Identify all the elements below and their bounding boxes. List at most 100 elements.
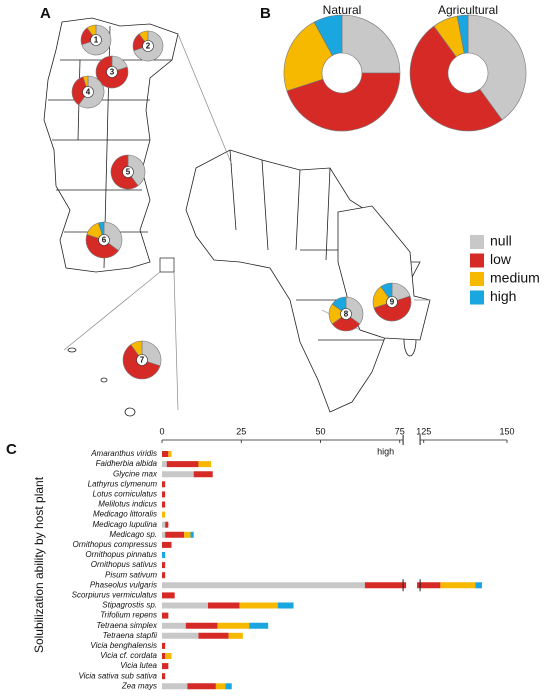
zoom-lines: [63, 33, 430, 411]
site-badge: [386, 296, 398, 308]
donut-title: Natural: [323, 3, 362, 17]
africa-borders: [229, 149, 384, 341]
annotation: high: [377, 446, 394, 456]
bar-segment: [440, 582, 476, 589]
bar-segment: [184, 531, 191, 538]
category-label: Vicia sativa sub sativa: [78, 671, 157, 680]
bar-segment: [215, 683, 226, 690]
category-label: Tetraena stapfii: [103, 631, 158, 640]
site-label: 7: [140, 356, 145, 365]
bar-segment: [162, 653, 166, 659]
pie-slice: [467, 14, 527, 121]
bar-segment: [239, 602, 278, 609]
bar-segment: [168, 451, 172, 457]
category-label: Ornithopus compressus: [73, 540, 157, 549]
category-label: Amaranthus viridis: [90, 449, 157, 458]
zoom-box: [159, 257, 175, 273]
category-label: Medicago littoralis: [93, 510, 157, 519]
pie-slice: [283, 21, 333, 92]
category-label: Trifolium repens: [100, 611, 157, 620]
bar-segment: [187, 683, 216, 690]
x-tick-label: 50: [315, 426, 325, 436]
category-label: Pisum sativum: [105, 570, 157, 579]
pie-slice: [409, 25, 503, 132]
bar-segment: [277, 602, 294, 609]
bar-segment: [162, 552, 166, 558]
bar-segment: [162, 491, 166, 498]
category-label: Vicia lutea: [120, 661, 157, 670]
bar-segment: [225, 683, 232, 690]
bar-segment: [162, 541, 172, 548]
bar-segment: [162, 572, 166, 579]
bar-segment: [162, 451, 169, 457]
category-label: Zea mays: [121, 681, 157, 690]
bar-segment: [165, 521, 169, 528]
legend-label: null: [490, 233, 512, 249]
bar-segment: [193, 471, 213, 478]
axis-break: [402, 435, 421, 445]
category-label: Phaseolus vulgaris: [90, 580, 157, 589]
site-label: 2: [146, 42, 151, 51]
x-tick-label: 0: [159, 426, 164, 436]
bar-segment: [162, 602, 208, 609]
site-label: 6: [102, 236, 107, 245]
pie-slice: [313, 14, 343, 56]
legend-swatch: [470, 290, 484, 305]
site-label: 4: [86, 88, 91, 97]
site-label: 3: [110, 68, 115, 77]
category-label: Vicia cf. cordata: [100, 651, 157, 660]
site-label: 5: [126, 168, 131, 177]
category-label: Glycine max: [113, 469, 158, 478]
site-label: 9: [390, 298, 395, 307]
bar-segment: [162, 612, 169, 619]
bar-segment: [198, 461, 212, 468]
legend-label: high: [490, 288, 516, 304]
legend-swatch: [470, 253, 484, 268]
bar-segment: [162, 461, 167, 468]
legend-swatch: [470, 272, 484, 286]
pie-slice: [85, 234, 119, 259]
category-label: Medicago lupulina: [93, 520, 158, 529]
site-badge: [340, 308, 352, 320]
bar-segment: [249, 622, 269, 629]
category-label: Melilotus indicus: [98, 500, 157, 509]
pie-slice: [127, 154, 146, 187]
bar-segment: [162, 683, 188, 690]
pie-slice: [341, 14, 401, 74]
category-label: Vicia benghalensis: [90, 641, 157, 650]
site-badge: [98, 234, 110, 246]
pie-slice: [345, 296, 364, 325]
bar-segment: [185, 622, 218, 629]
site-badge: [142, 40, 154, 52]
bar-segment: [162, 592, 175, 599]
bar-segment: [162, 562, 166, 569]
bar-segment: [198, 632, 229, 639]
bar-segment: [165, 531, 185, 538]
bar-segment: [228, 632, 243, 639]
bar-segment: [190, 531, 194, 538]
category-label: Tetraena simplex: [96, 621, 158, 630]
bar-segment: [207, 602, 240, 609]
site-badge: [82, 86, 94, 98]
pie-slice: [331, 313, 361, 332]
panel-label: C: [6, 441, 17, 458]
x-tick-label: 25: [236, 426, 246, 436]
y-axis-label: Solubilization ability by host plant: [32, 476, 46, 653]
bar-segment: [162, 531, 166, 538]
x-tick-label: 150: [499, 426, 514, 436]
category-label: Faidherbia albida: [96, 459, 158, 468]
island: [100, 377, 108, 383]
bar-segment: [162, 632, 199, 639]
bar-segment: [162, 481, 166, 488]
site-badge: [90, 34, 102, 46]
bar-segment: [162, 501, 166, 508]
category-label: Scorpiurus vermiculatus: [72, 591, 157, 600]
bar-segment: [162, 663, 169, 670]
bar-segment: [162, 673, 166, 680]
site-badge: [136, 354, 148, 366]
bar-segment: [162, 622, 186, 629]
legend-label: medium: [490, 270, 540, 286]
pie-slice: [103, 221, 123, 251]
pie-slice: [71, 76, 89, 106]
pie-slice: [373, 295, 412, 322]
